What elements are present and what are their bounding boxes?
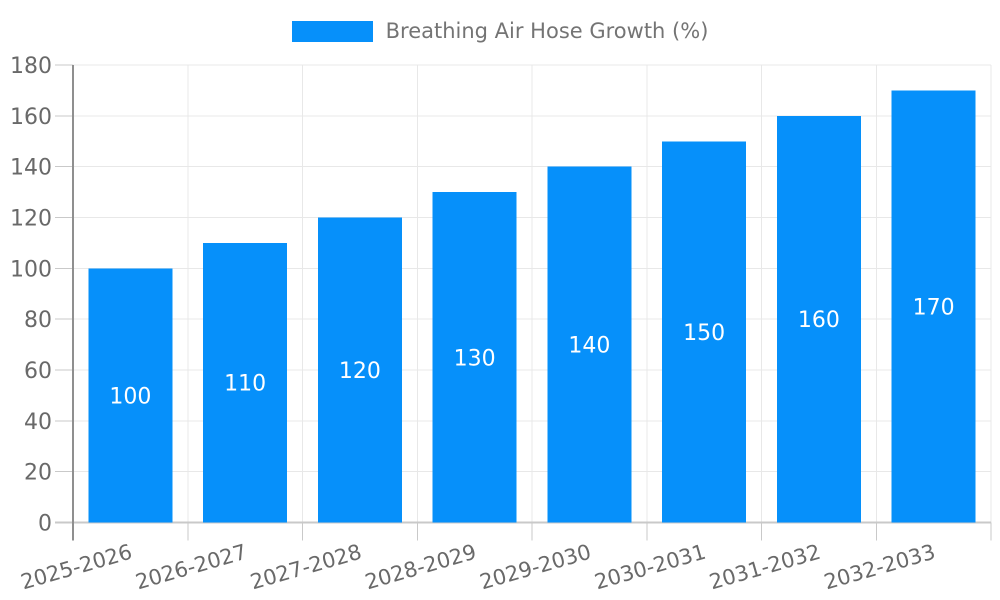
x-axis-tick-label: 2028-2029 xyxy=(362,540,479,595)
bar-value-label: 130 xyxy=(454,346,496,371)
x-axis-tick-label: 2026-2027 xyxy=(133,540,250,595)
bar-2027-2028[interactable] xyxy=(317,217,402,523)
bar-2029-2030[interactable] xyxy=(547,166,632,523)
bar-2028-2029[interactable] xyxy=(432,192,517,523)
x-axis-tick-label: 2029-2030 xyxy=(477,540,594,595)
y-axis-tick-label: 100 xyxy=(10,257,52,282)
legend-swatch-icon xyxy=(291,21,373,42)
legend-label: Breathing Air Hose Growth (%) xyxy=(385,19,709,43)
bar-2030-2031[interactable] xyxy=(662,141,747,523)
y-axis-tick-label: 120 xyxy=(10,207,52,232)
bar-value-label: 140 xyxy=(568,334,610,359)
bar-value-label: 100 xyxy=(109,384,151,409)
bar-value-label: 170 xyxy=(913,295,955,320)
chart-legend[interactable]: Breathing Air Hose Growth (%) xyxy=(0,21,1000,42)
bar-value-label: 120 xyxy=(339,359,381,384)
y-axis-tick-label: 60 xyxy=(24,359,52,384)
bar-value-label: 160 xyxy=(798,308,840,333)
bar-2026-2027[interactable] xyxy=(203,242,288,523)
bar-2025-2026[interactable] xyxy=(88,268,173,523)
y-axis-tick-label: 80 xyxy=(24,308,52,333)
y-axis-tick-label: 160 xyxy=(10,105,52,130)
y-axis-tick-label: 40 xyxy=(24,410,52,435)
x-axis-tick-label: 2032-2033 xyxy=(821,540,938,595)
x-axis-tick-label: 2027-2028 xyxy=(248,540,365,595)
x-axis-tick-label: 2030-2031 xyxy=(592,540,709,595)
y-axis-tick-label: 0 xyxy=(38,512,52,537)
bar-2032-2033[interactable] xyxy=(891,90,976,523)
y-axis-tick-label: 140 xyxy=(10,156,52,181)
y-axis-tick-label: 20 xyxy=(24,461,52,486)
x-axis-tick-label: 2025-2026 xyxy=(18,540,135,595)
bar-value-label: 110 xyxy=(224,372,266,397)
y-axis-tick-label: 180 xyxy=(10,54,52,79)
x-axis-tick-label: 2031-2032 xyxy=(707,540,824,595)
bar-2031-2032[interactable] xyxy=(776,115,861,523)
bar-value-label: 150 xyxy=(683,321,725,346)
